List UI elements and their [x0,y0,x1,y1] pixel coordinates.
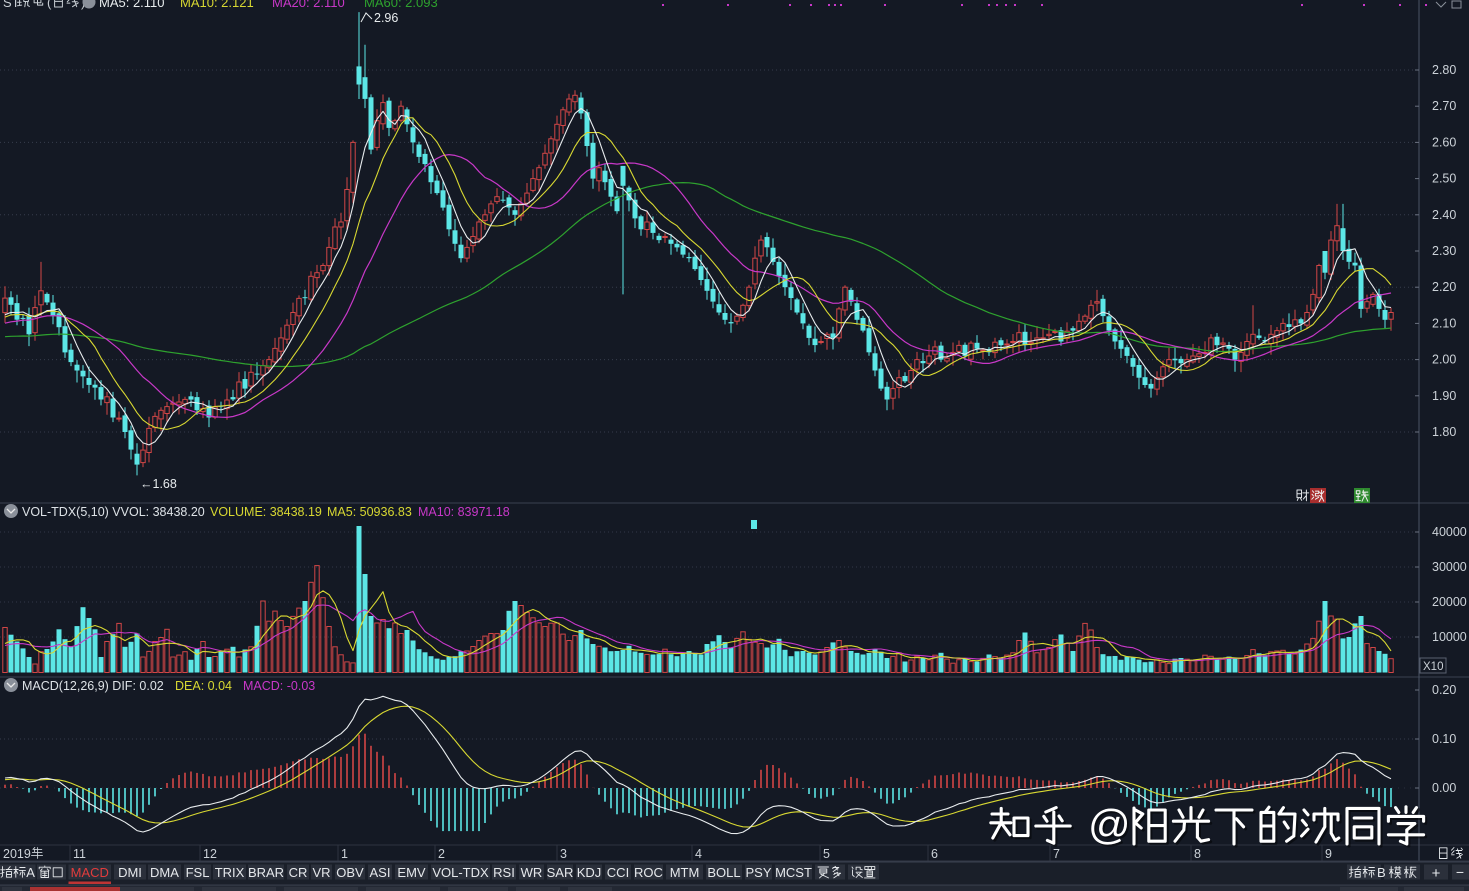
svg-text:4: 4 [695,847,702,861]
svg-text:B: B [1377,865,1386,880]
svg-text:OBV: OBV [336,865,364,880]
svg-text:2.40: 2.40 [1432,208,1456,222]
svg-text:BOLL: BOLL [707,865,740,880]
svg-text:2.20: 2.20 [1432,280,1456,294]
svg-text:7: 7 [1053,847,1060,861]
svg-text:2.00: 2.00 [1432,353,1456,367]
svg-text:MA10: 2.121: MA10: 2.121 [180,0,254,10]
svg-text:0.10: 0.10 [1432,732,1456,746]
svg-text:MA5: 2.110: MA5: 2.110 [99,0,165,10]
svg-text:X10: X10 [1423,661,1443,673]
svg-text:10000: 10000 [1432,630,1467,644]
svg-text:EMV: EMV [397,865,426,880]
svg-text:+: + [1432,865,1441,882]
svg-text:3: 3 [560,847,567,861]
svg-text:DMA: DMA [150,865,179,880]
svg-text:(: ( [47,0,52,10]
svg-text:1.90: 1.90 [1432,389,1456,403]
svg-text:2.96: 2.96 [374,11,398,25]
svg-text:←1.68: ←1.68 [140,477,177,491]
svg-text:MACD: MACD [71,865,109,880]
svg-text:−: − [1456,864,1464,880]
svg-text:ASI: ASI [370,865,391,880]
svg-text:ROC: ROC [634,865,663,880]
svg-text:MCST: MCST [775,865,812,880]
svg-text:MA10: 83971.18: MA10: 83971.18 [418,505,510,519]
svg-text:2019: 2019 [3,847,31,861]
svg-text:ST: ST [3,0,20,10]
svg-text:2.30: 2.30 [1432,244,1456,258]
svg-text:VOL-TDX(5,10) VVOL: 38438.20: VOL-TDX(5,10) VVOL: 38438.20 [22,505,205,519]
svg-text:TRIX: TRIX [215,865,245,880]
svg-text:MACD: -0.03: MACD: -0.03 [243,679,315,693]
svg-text:FSL: FSL [186,865,210,880]
svg-text:BRAR: BRAR [248,865,284,880]
svg-text:A: A [26,865,35,880]
svg-text:20000: 20000 [1432,595,1467,609]
svg-text:CCI: CCI [607,865,629,880]
svg-text:@: @ [1090,803,1133,850]
svg-text:DMI: DMI [118,865,142,880]
svg-text:0.20: 0.20 [1432,683,1456,697]
svg-text:MA5: 50936.83: MA5: 50936.83 [327,505,412,519]
svg-text:1: 1 [341,847,348,861]
svg-text:0.00: 0.00 [1432,781,1456,795]
svg-text:VOL-TDX: VOL-TDX [432,865,489,880]
svg-text:DEA: 0.04: DEA: 0.04 [175,679,232,693]
svg-text:@: @ [1088,801,1131,848]
svg-text:8: 8 [1194,847,1201,861]
svg-text:MA20: 2.110: MA20: 2.110 [272,0,345,10]
svg-text:PSY: PSY [745,865,771,880]
svg-text:MA60: 2.093: MA60: 2.093 [364,0,438,10]
svg-text:MTM: MTM [670,865,700,880]
svg-text:WR: WR [521,865,543,880]
svg-text:2: 2 [438,847,445,861]
svg-text:2.10: 2.10 [1432,316,1456,330]
svg-text:6: 6 [931,847,938,861]
svg-text:RSI: RSI [493,865,515,880]
svg-text:2.50: 2.50 [1432,172,1456,186]
svg-text:): ) [81,0,85,10]
svg-text:SAR: SAR [547,865,574,880]
svg-text:KDJ: KDJ [577,865,602,880]
svg-text:2.80: 2.80 [1432,63,1456,77]
svg-text:40000: 40000 [1432,525,1467,539]
svg-text:CR: CR [289,865,308,880]
svg-text:VOLUME: 38438.19: VOLUME: 38438.19 [210,505,322,519]
svg-text:5: 5 [823,847,830,861]
svg-text:MACD(12,26,9) DIF: 0.02: MACD(12,26,9) DIF: 0.02 [22,679,164,693]
svg-text:9: 9 [1325,847,1332,861]
svg-text:2.70: 2.70 [1432,99,1456,113]
svg-text:VR: VR [312,865,330,880]
svg-text:2.60: 2.60 [1432,135,1456,149]
svg-text:11: 11 [73,847,86,861]
svg-text:1.80: 1.80 [1432,425,1456,439]
svg-text:30000: 30000 [1432,560,1467,574]
svg-text:12: 12 [203,847,217,861]
